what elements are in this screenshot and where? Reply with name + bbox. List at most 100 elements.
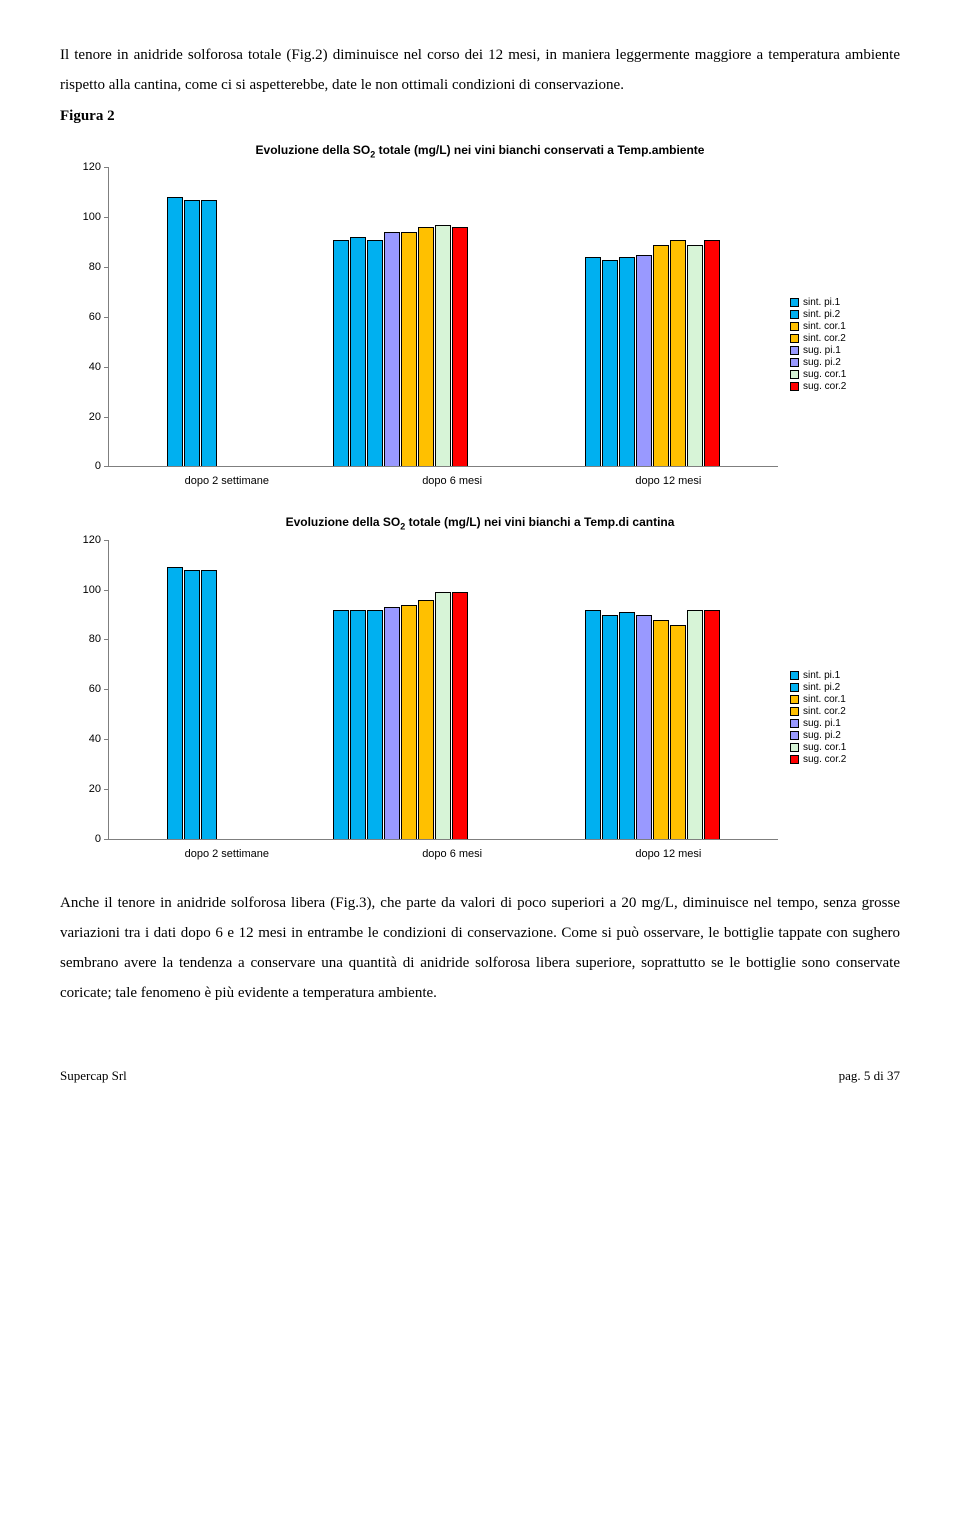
page-footer: Supercap Srl pag. 5 di 37 (60, 1068, 900, 1084)
legend-swatch (790, 334, 799, 343)
chart-2-x-axis: dopo 2 settimanedopo 6 mesidopo 12 mesi (108, 848, 778, 860)
legend-swatch (790, 707, 799, 716)
bar (670, 240, 686, 467)
legend-swatch (790, 719, 799, 728)
bar (452, 592, 468, 839)
x-axis-label: dopo 12 mesi (635, 475, 701, 487)
legend-item: sug. cor.2 (790, 381, 900, 392)
chart-1-title: Evoluzione della SO2 totale (mg/L) nei v… (60, 143, 900, 159)
legend-label: sug. pi.2 (803, 730, 841, 741)
legend-swatch (790, 382, 799, 391)
bar (653, 245, 669, 467)
legend-label: sug. cor.2 (803, 381, 846, 392)
legend-item: sint. pi.2 (790, 682, 900, 693)
chart-1-title-prefix: Evoluzione della SO (256, 143, 371, 157)
legend-swatch (790, 370, 799, 379)
bar (350, 610, 366, 839)
y-tick-label: 80 (89, 633, 101, 645)
bar (687, 245, 703, 467)
bar (184, 200, 200, 467)
legend-item: sug. cor.1 (790, 742, 900, 753)
legend-label: sug. pi.2 (803, 357, 841, 368)
legend-swatch (790, 346, 799, 355)
legend-swatch (790, 671, 799, 680)
chart-2-plot: 020406080100120 (108, 540, 778, 840)
bar-group (333, 167, 468, 466)
conclusion-paragraph: Anche il tenore in anidride solforosa li… (60, 888, 900, 1008)
x-axis-label: dopo 6 mesi (422, 848, 482, 860)
legend-swatch (790, 695, 799, 704)
bar-group (167, 167, 217, 466)
chart-1-container: 020406080100120 sint. pi.1sint. pi.2sint… (60, 167, 900, 467)
bar-group (585, 540, 720, 839)
chart-2-title-prefix: Evoluzione della SO (286, 515, 401, 529)
bar (585, 610, 601, 839)
y-tick-label: 60 (89, 311, 101, 323)
legend-swatch (790, 755, 799, 764)
legend-item: sug. cor.2 (790, 754, 900, 765)
bar (401, 232, 417, 466)
legend-item: sint. cor.1 (790, 321, 900, 332)
chart-1: Evoluzione della SO2 totale (mg/L) nei v… (60, 143, 900, 487)
legend-label: sint. pi.2 (803, 309, 840, 320)
legend-label: sug. cor.2 (803, 754, 846, 765)
legend-item: sint. cor.2 (790, 333, 900, 344)
legend-swatch (790, 683, 799, 692)
footer-left: Supercap Srl (60, 1068, 127, 1084)
legend-label: sug. cor.1 (803, 369, 846, 380)
y-tick-label: 20 (89, 411, 101, 423)
bar (333, 610, 349, 839)
legend-swatch (790, 731, 799, 740)
legend-label: sint. cor.1 (803, 321, 846, 332)
y-tick-label: 100 (83, 211, 101, 223)
bar (333, 240, 349, 467)
legend-swatch (790, 358, 799, 367)
bar (619, 612, 635, 839)
legend-label: sint. pi.1 (803, 297, 840, 308)
chart-1-legend: sint. pi.1sint. pi.2sint. cor.1sint. cor… (790, 297, 900, 393)
legend-swatch (790, 298, 799, 307)
footer-right: pag. 5 di 37 (839, 1068, 900, 1084)
bar (602, 260, 618, 467)
bar (384, 607, 400, 839)
legend-item: sint. pi.2 (790, 309, 900, 320)
bar (418, 600, 434, 839)
bar (201, 570, 217, 839)
figure-label: Figura 2 (60, 108, 900, 125)
legend-item: sug. pi.1 (790, 718, 900, 729)
y-tick-label: 40 (89, 733, 101, 745)
legend-label: sug. pi.1 (803, 718, 841, 729)
legend-label: sint. cor.1 (803, 694, 846, 705)
x-axis-label: dopo 6 mesi (422, 475, 482, 487)
bar (384, 232, 400, 466)
bar (201, 200, 217, 467)
bar (704, 240, 720, 467)
chart-1-title-suffix: totale (mg/L) nei vini bianchi conservat… (375, 143, 704, 157)
y-tick-label: 80 (89, 261, 101, 273)
bar-group (167, 540, 217, 839)
bar (435, 592, 451, 839)
bar-group (333, 540, 468, 839)
legend-label: sug. pi.1 (803, 345, 841, 356)
legend-label: sint. pi.1 (803, 670, 840, 681)
bar (401, 605, 417, 839)
bar (167, 197, 183, 466)
chart-2-title: Evoluzione della SO2 totale (mg/L) nei v… (60, 515, 900, 531)
x-axis-label: dopo 2 settimane (185, 848, 269, 860)
y-tick-label: 0 (95, 460, 101, 472)
legend-label: sint. cor.2 (803, 333, 846, 344)
bar (602, 615, 618, 839)
y-tick-label: 120 (83, 534, 101, 546)
legend-label: sint. cor.2 (803, 706, 846, 717)
bar (167, 567, 183, 839)
chart-2-container: 020406080100120 sint. pi.1sint. pi.2sint… (60, 540, 900, 840)
y-tick-label: 0 (95, 833, 101, 845)
bar (670, 625, 686, 839)
bar (619, 257, 635, 466)
y-tick-label: 120 (83, 161, 101, 173)
chart-1-plot: 020406080100120 (108, 167, 778, 467)
bar (653, 620, 669, 839)
bar (636, 255, 652, 467)
bar (636, 615, 652, 839)
x-axis-label: dopo 2 settimane (185, 475, 269, 487)
